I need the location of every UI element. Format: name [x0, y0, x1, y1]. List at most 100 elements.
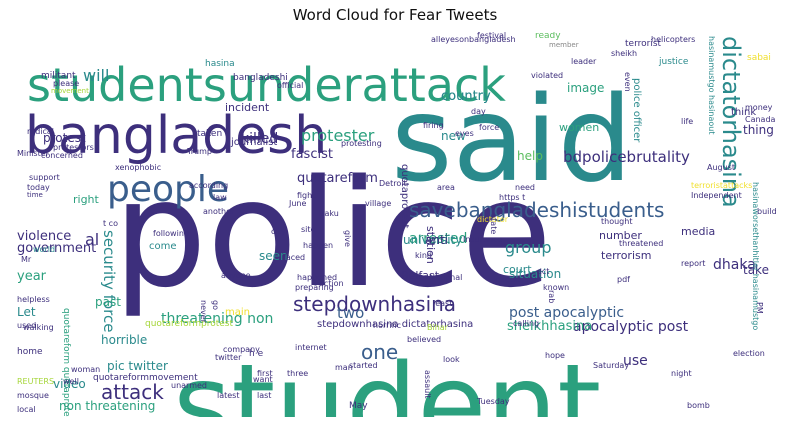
word-32: image — [567, 81, 605, 95]
word-106: need — [515, 183, 535, 192]
word-78: leader — [571, 57, 597, 66]
word-33: protest — [43, 131, 86, 145]
word-4: bangladesh — [25, 106, 328, 166]
word-176: PM — [755, 302, 764, 314]
word-3: studentsunderattack — [27, 58, 506, 112]
word-179: time — [27, 191, 43, 199]
word-147: man — [335, 363, 353, 372]
word-128: want — [253, 375, 273, 384]
word-34: thing — [743, 123, 774, 137]
word-118: happen — [303, 241, 334, 250]
word-79: member — [549, 41, 579, 49]
word-170: eyes — [455, 129, 474, 138]
word-161: threatened — [619, 239, 664, 248]
word-40: pic twitter — [107, 359, 168, 373]
word-174: unarmed — [171, 381, 207, 390]
word-98: June — [289, 199, 307, 208]
word-105: https t — [499, 193, 526, 202]
word-177: look — [443, 355, 460, 364]
word-182: use — [623, 353, 648, 369]
word-115: another — [203, 207, 235, 216]
word-9: attack — [101, 380, 164, 404]
word-65: concerned — [41, 151, 83, 160]
word-160: thought — [601, 217, 633, 226]
word-134: well — [63, 377, 79, 386]
word-127: three — [287, 369, 309, 378]
word-148: started — [349, 361, 378, 370]
word-167: violated — [531, 71, 564, 80]
word-97: today — [27, 183, 50, 192]
word-117: site — [301, 225, 316, 234]
word-125: preparing — [295, 283, 334, 292]
word-11: security force — [100, 230, 118, 333]
word-136: local — [17, 405, 36, 414]
word-88: militant — [41, 71, 76, 81]
word-27: violence — [17, 229, 72, 244]
word-23: killed — [241, 131, 279, 147]
word-126: internet — [295, 343, 327, 352]
word-82: money — [745, 103, 773, 112]
word-171: state — [489, 214, 498, 235]
word-51: media — [681, 225, 716, 238]
word-75: justice — [659, 57, 689, 67]
word-67: xenophobic — [115, 163, 162, 172]
word-137: helpless — [17, 295, 50, 304]
word-39: horrible — [101, 333, 148, 347]
word-68: bangladeshi — [233, 73, 288, 83]
word-8: stepdownhasina — [293, 292, 457, 316]
word-99: fight — [297, 191, 316, 200]
word-87: radical — [27, 127, 55, 136]
word-124: faced — [283, 253, 306, 262]
word-57: court — [503, 263, 532, 276]
word-135: mosque — [17, 391, 49, 400]
word-72: terroristattacks — [691, 181, 753, 190]
word-100: Baku — [319, 209, 339, 218]
word-62: journalist — [231, 137, 278, 148]
word-158: known — [543, 283, 570, 292]
word-138: walking — [23, 323, 54, 332]
word-81: think — [731, 107, 757, 118]
word-156: bomb — [687, 401, 710, 410]
word-166: even — [623, 72, 632, 92]
word-28: university — [403, 233, 463, 247]
word-20: non threatening — [59, 399, 156, 413]
word-53: right — [73, 193, 99, 206]
word-66: according — [189, 181, 229, 190]
word-15: protester — [301, 126, 375, 145]
word-25: fascist — [291, 147, 333, 162]
word-6: savebangladeshistudents — [409, 198, 665, 222]
word-181: main — [225, 307, 250, 318]
word-164: Independent — [691, 191, 742, 200]
word-12: post apocalyptic — [509, 305, 625, 321]
word-47: women — [559, 121, 600, 134]
word-71: hasinaworsethanhitler hasinamustgo — [751, 182, 760, 331]
word-63: protestors — [53, 143, 94, 152]
word-37: year — [17, 269, 47, 284]
word-183: May — [349, 401, 368, 411]
word-141: REUTERS — [17, 377, 55, 386]
word-85: sabai — [747, 53, 771, 63]
word-59: stepdownhasina dictatorhasina — [317, 319, 474, 330]
word-153: Saturday — [593, 361, 630, 370]
word-50: terrorism — [601, 249, 652, 262]
word-159: act — [537, 267, 550, 276]
word-55: station — [424, 226, 437, 264]
word-111: t co — [103, 219, 118, 228]
word-104: quotaprotest — [399, 164, 410, 229]
word-152: hope — [545, 351, 565, 360]
word-29: sheikhhasina — [507, 319, 593, 334]
word-101: village — [365, 199, 392, 208]
word-163: building — [757, 207, 777, 216]
word-149: assault — [423, 370, 432, 399]
word-44: help — [517, 149, 543, 163]
word-129: latest — [217, 391, 240, 400]
word-0: police — [113, 148, 553, 320]
word-116: law — [213, 193, 227, 202]
word-56: Belfast — [401, 269, 440, 282]
word-46: new — [441, 129, 466, 143]
word-31: incident — [225, 101, 270, 114]
word-24: two — [337, 304, 365, 322]
word-26: government — [17, 241, 97, 256]
word-143: go — [211, 300, 220, 310]
word-92: movement — [51, 87, 89, 95]
